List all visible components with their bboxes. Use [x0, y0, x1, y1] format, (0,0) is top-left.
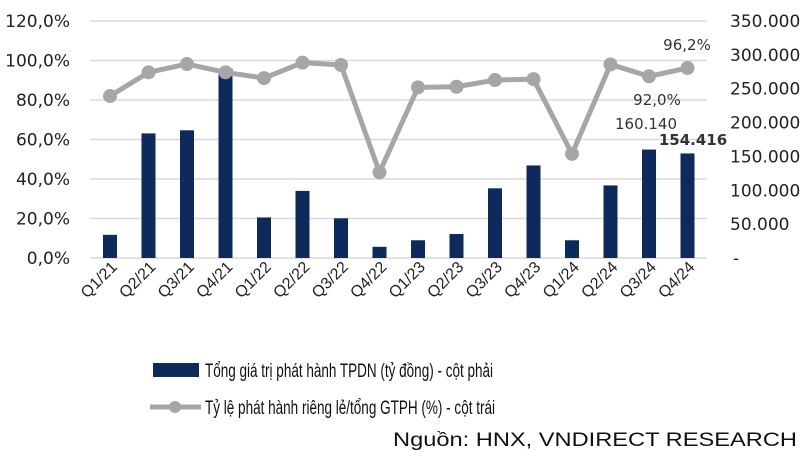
- legend-bar-label: Tổng giá trị phát hành TPDN (tỷ đồng) - …: [205, 361, 493, 382]
- bar-q3-24: [642, 149, 656, 258]
- line-point-q1-24: [565, 146, 579, 161]
- bar-q4-24: [680, 153, 695, 258]
- x-tick-label: Q3/24: [617, 259, 660, 302]
- left-tick-label: 40,0%: [16, 170, 70, 190]
- legend-line-marker: [169, 401, 181, 413]
- x-tick-label: Q3/22: [309, 259, 352, 302]
- line-point-q3-24: [642, 69, 656, 84]
- x-tick-label: Q2/24: [578, 259, 621, 302]
- line-series: [103, 55, 695, 180]
- left-tick-label: 80,0%: [16, 91, 70, 111]
- right-tick-label: 150.000: [730, 147, 800, 167]
- left-tick-label: 0,0%: [27, 249, 70, 269]
- right-tick-label: 350.000: [730, 12, 800, 32]
- right-tick-label: 50.000: [730, 215, 789, 235]
- x-tick-label: Q1/21: [78, 259, 121, 302]
- x-tick-label: Q3/21: [155, 259, 198, 302]
- right-tick-label: 100.000: [730, 181, 800, 201]
- x-tick-label: Q2/22: [270, 259, 313, 302]
- bar-q3-23: [488, 188, 502, 258]
- line-point-q1-22: [257, 71, 271, 86]
- legend: Tổng giá trị phát hành TPDN (tỷ đồng) - …: [150, 361, 495, 419]
- x-tick-label: Q2/21: [116, 259, 159, 302]
- bar-q2-21: [141, 133, 156, 258]
- line-point-q1-21: [103, 89, 117, 104]
- line-point-q4-24: [680, 61, 695, 76]
- line-point-q4-22: [372, 165, 387, 180]
- bar-q2-22: [295, 190, 310, 258]
- data-label-line-q4-24: 96,2%: [663, 36, 711, 54]
- x-tick-label: Q4/21: [193, 259, 236, 302]
- bar-q3-22: [334, 218, 348, 258]
- right-tick-label: -: [733, 249, 739, 269]
- line-point-q3-23: [488, 73, 502, 88]
- left-tick-label: 120,0%: [5, 12, 70, 32]
- legend-bar-swatch: [153, 363, 199, 377]
- bar-q1-24: [565, 240, 579, 258]
- bar-q4-22: [372, 246, 387, 258]
- bar-q3-21: [180, 130, 194, 258]
- left-tick-label: 20,0%: [16, 210, 70, 230]
- x-tick-label: Q4/24: [655, 259, 698, 302]
- x-tick-label: Q4/23: [501, 259, 544, 302]
- source-note: Nguồn: HNX, VNDIRECT RESEARCH: [393, 430, 797, 451]
- bar-q1-22: [257, 217, 271, 258]
- data-label-bar-q3-24: 160.140: [615, 115, 677, 133]
- bar-q2-24: [603, 185, 618, 258]
- bar-series: [103, 68, 695, 258]
- x-tick-label: Q4/22: [347, 259, 390, 302]
- x-axis-ticks: Q1/21Q2/21Q3/21Q4/21Q1/22Q2/22Q3/22Q4/22…: [78, 259, 698, 302]
- right-axis-ticks: - 50.000 100.000 150.000 200.000 250.000 300.0…: [730, 12, 800, 269]
- line-point-q2-23: [449, 79, 464, 94]
- left-tick-label: 60,0%: [16, 131, 70, 151]
- left-tick-label: 100,0%: [5, 52, 70, 72]
- x-tick-label: Q2/23: [424, 259, 467, 302]
- line-point-q3-21: [180, 57, 194, 72]
- line-point-q2-22: [295, 55, 310, 70]
- right-tick-label: 250.000: [730, 80, 800, 100]
- bar-q1-23: [411, 240, 425, 258]
- line-point-q4-23: [526, 72, 541, 87]
- legend-line-label: Tỷ lệ phát hành riêng lẻ/tổng GTPH (%) -…: [205, 398, 495, 419]
- line-path: [108, 60, 689, 175]
- line-point-q2-21: [141, 65, 156, 80]
- line-point-q4-21: [218, 65, 233, 80]
- data-label-line-q3-24: 92,0%: [633, 91, 681, 109]
- bar-q2-23: [449, 234, 464, 258]
- x-tick-label: Q1/24: [540, 259, 583, 302]
- bar-q1-21: [103, 234, 117, 258]
- x-tick-label: Q1/23: [386, 259, 429, 302]
- line-point-q2-24: [603, 57, 618, 72]
- x-tick-label: Q1/22: [232, 259, 275, 302]
- bar-q4-21: [218, 68, 233, 258]
- data-label-bar-q4-24: 154.416: [659, 131, 727, 149]
- right-tick-label: 200.000: [730, 114, 800, 134]
- left-axis-ticks: 0,0% 20,0% 40,0% 60,0% 80,0% 100,0% 120,0%: [5, 12, 70, 269]
- bar-q4-23: [526, 165, 541, 258]
- line-point-q1-23: [411, 80, 425, 95]
- right-tick-label: 300.000: [730, 46, 800, 66]
- x-tick-label: Q3/23: [463, 259, 506, 302]
- line-point-q3-22: [334, 58, 348, 73]
